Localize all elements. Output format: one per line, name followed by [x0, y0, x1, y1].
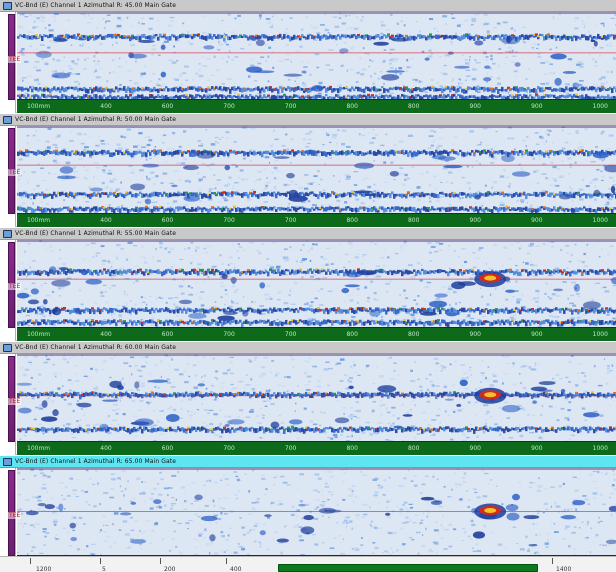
- panel-4-title: VC-Bnd (E) Channel 1 Azimuthal R: 60.00 …: [15, 344, 176, 351]
- ruler-label: 1400: [556, 566, 572, 572]
- axis-label: 900: [469, 103, 481, 110]
- panel-4-gate-label: TEE: [8, 398, 22, 405]
- panel-2-scan-image[interactable]: [17, 126, 616, 213]
- axis-label: 700: [223, 445, 235, 452]
- panel-2-titlebar[interactable]: VC-Bnd (E) Channel 1 Azimuthal R: 50.00 …: [0, 114, 616, 126]
- ruler-tick: [100, 558, 101, 564]
- axis-label: 800: [346, 103, 358, 110]
- axis-label: 100mm: [27, 217, 51, 224]
- axis-label: 400: [100, 331, 112, 338]
- axis-label: 800: [407, 445, 420, 452]
- axis-label: 600: [161, 445, 174, 452]
- axis-label: 800: [407, 217, 420, 224]
- panel-5-titlebar[interactable]: VC-Bnd (E) Channel 1 Azimuthal R: 65.00 …: [0, 456, 616, 468]
- axis-label: 700: [284, 103, 297, 110]
- panel-4-axis: 100mm 400 600 700 700 800 800 900 900 10…: [17, 441, 616, 455]
- panel-3-scan-image[interactable]: [17, 240, 616, 327]
- scan-panel-5: VC-Bnd (E) Channel 1 Azimuthal R: 65.00 …: [0, 456, 616, 569]
- axis-label: 1000: [592, 331, 608, 338]
- panel-4-titlebar[interactable]: VC-Bnd (E) Channel 1 Azimuthal R: 60.00 …: [0, 342, 616, 354]
- window-icon: [3, 229, 12, 238]
- axis-label: 700: [284, 217, 297, 224]
- ruler-label: 1200: [36, 566, 52, 572]
- axis-label: 800: [346, 331, 358, 338]
- panel-1-gate-label: TEE: [8, 56, 22, 63]
- axis-label: 600: [161, 103, 174, 110]
- axis-label: 700: [223, 103, 235, 110]
- axis-label: 600: [161, 217, 174, 224]
- axis-label: 800: [407, 331, 420, 338]
- axis-label: 900: [531, 331, 543, 338]
- panel-4-scan-image[interactable]: [17, 354, 616, 441]
- panel-3-side-scale: [0, 240, 16, 341]
- panel-2-side-scale: [0, 126, 16, 227]
- axis-label: 900: [469, 445, 481, 452]
- axis-label: 700: [223, 331, 235, 338]
- axis-label: 900: [531, 217, 543, 224]
- ruler-label: 5: [102, 566, 106, 572]
- ruler-tick: [30, 558, 31, 564]
- panel-1-titlebar[interactable]: VC-Bnd (E) Channel 1 Azimuthal R: 45.00 …: [0, 0, 616, 12]
- ruler-tick: [160, 558, 161, 564]
- ruler-label: 200: [164, 566, 176, 572]
- panel-2-title: VC-Bnd (E) Channel 1 Azimuthal R: 50.00 …: [15, 116, 176, 123]
- panel-3-title: VC-Bnd (E) Channel 1 Azimuthal R: 55.00 …: [15, 230, 176, 237]
- window-icon: [3, 1, 12, 10]
- axis-label: 100mm: [27, 445, 51, 452]
- axis-label: 1000: [592, 217, 608, 224]
- axis-label: 400: [100, 103, 112, 110]
- axis-label: 800: [346, 445, 358, 452]
- axis-label: 700: [284, 331, 297, 338]
- axis-label: 100mm: [27, 103, 51, 110]
- scan-panel-2: VC-Bnd (E) Channel 1 Azimuthal R: 50.00 …: [0, 114, 616, 227]
- scan-panel-4: VC-Bnd (E) Channel 1 Azimuthal R: 60.00 …: [0, 342, 616, 455]
- axis-label: 800: [407, 103, 420, 110]
- axis-label: 600: [161, 331, 174, 338]
- window-icon: [3, 457, 12, 466]
- axis-label: 700: [284, 445, 297, 452]
- panel-1-axis: 100mm 400 600 700 700 800 800 900 900 10…: [17, 99, 616, 113]
- panel-2-gate-label: TEE: [8, 169, 22, 176]
- panel-3-titlebar[interactable]: VC-Bnd (E) Channel 1 Azimuthal R: 55.00 …: [0, 228, 616, 240]
- axis-label: 1000: [592, 445, 608, 452]
- scan-panel-3: VC-Bnd (E) Channel 1 Azimuthal R: 55.00 …: [0, 228, 616, 341]
- axis-label: 400: [100, 217, 112, 224]
- panel-5-gate-label: TEE: [8, 512, 22, 519]
- position-ruler: 1200 5 200 400 1400: [0, 556, 616, 572]
- axis-label: 700: [223, 217, 235, 224]
- axis-label: 100mm: [27, 331, 51, 338]
- axis-label: 900: [531, 445, 543, 452]
- axis-label: 900: [469, 331, 481, 338]
- axis-label: 900: [469, 217, 481, 224]
- panel-5-title: VC-Bnd (E) Channel 1 Azimuthal R: 65.00 …: [15, 458, 176, 465]
- horizontal-scrollbar[interactable]: [278, 564, 538, 572]
- window-icon: [3, 343, 12, 352]
- ruler-tick: [226, 558, 227, 564]
- axis-label: 1000: [592, 103, 608, 110]
- panel-3-axis: 100mm 400 600 700 700 800 800 900 900 10…: [17, 327, 616, 341]
- panel-1-title: VC-Bnd (E) Channel 1 Azimuthal R: 45.00 …: [15, 2, 176, 9]
- scan-panel-1: VC-Bnd (E) Channel 1 Azimuthal R: 45.00 …: [0, 0, 616, 113]
- axis-label: 400: [100, 445, 112, 452]
- panel-1-scan-image[interactable]: [17, 12, 616, 99]
- axis-label: 800: [346, 217, 358, 224]
- panel-5-scan-image[interactable]: [17, 468, 616, 555]
- axis-label: 900: [531, 103, 543, 110]
- ruler-tick: [552, 558, 553, 564]
- panel-3-gate-label: TEE: [8, 283, 22, 290]
- panel-2-axis: 100mm 400 600 700 700 800 800 900 900 10…: [17, 213, 616, 227]
- window-icon: [3, 115, 12, 124]
- ruler-label: 400: [230, 566, 242, 572]
